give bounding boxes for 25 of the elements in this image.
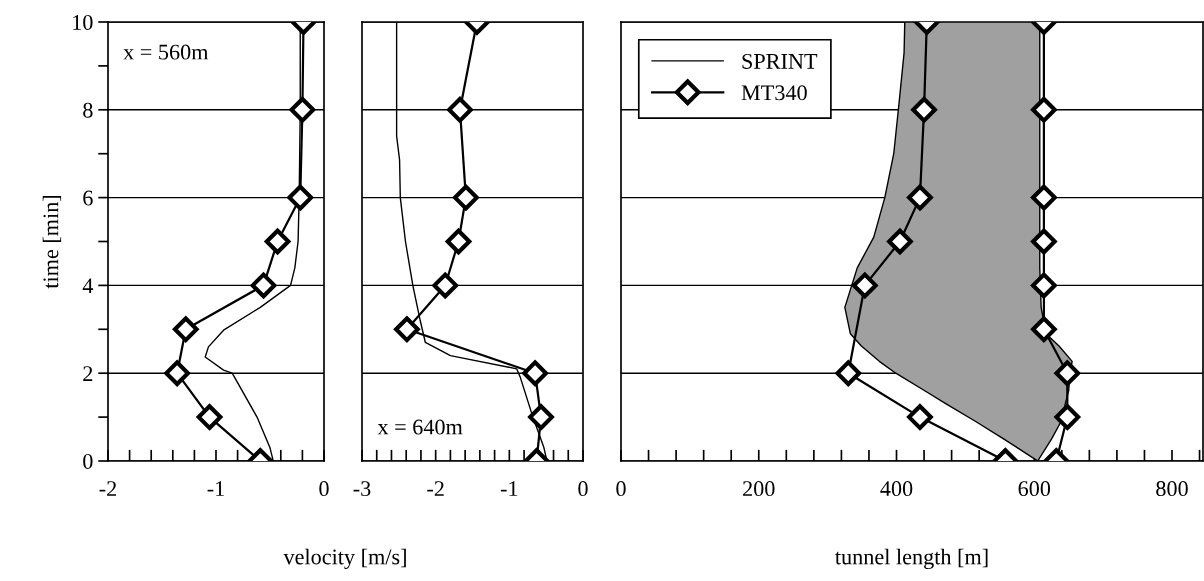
- annotation: x = 640m: [377, 419, 463, 435]
- annotation: x = 560m: [123, 44, 209, 60]
- y-axis-title: time [min]: [42, 195, 62, 289]
- y-tick-label: 6: [83, 190, 93, 206]
- y-tick-label: 0: [83, 453, 93, 469]
- x-tick-label: -1: [500, 481, 518, 496]
- x-axis-title: velocity [m/s]: [283, 548, 406, 570]
- x-tick-label: -2: [427, 481, 444, 496]
- x-tick-label: -2: [99, 481, 117, 496]
- y-tick-label: 8: [83, 102, 93, 118]
- x-tick-label: 800: [1156, 481, 1188, 497]
- x-tick-label: 0: [616, 481, 626, 497]
- legend-label: MT340: [741, 85, 807, 101]
- x-tick-label: -3: [353, 481, 371, 497]
- y-tick-label: 4: [82, 278, 94, 294]
- x-tick-label: 0: [319, 481, 329, 497]
- x-axis-title: tunnel length [m]: [835, 548, 988, 570]
- x-tick-label: 400: [880, 481, 913, 497]
- y-tick-label: 2: [83, 366, 93, 381]
- legend-label: SPRINT: [742, 53, 818, 69]
- x-tick-label: 200: [743, 481, 775, 497]
- y-tick-label: 10: [73, 14, 93, 30]
- x-tick-label: 600: [1018, 481, 1051, 497]
- x-tick-label: -1: [207, 481, 224, 496]
- x-tick-label: 0: [578, 481, 588, 497]
